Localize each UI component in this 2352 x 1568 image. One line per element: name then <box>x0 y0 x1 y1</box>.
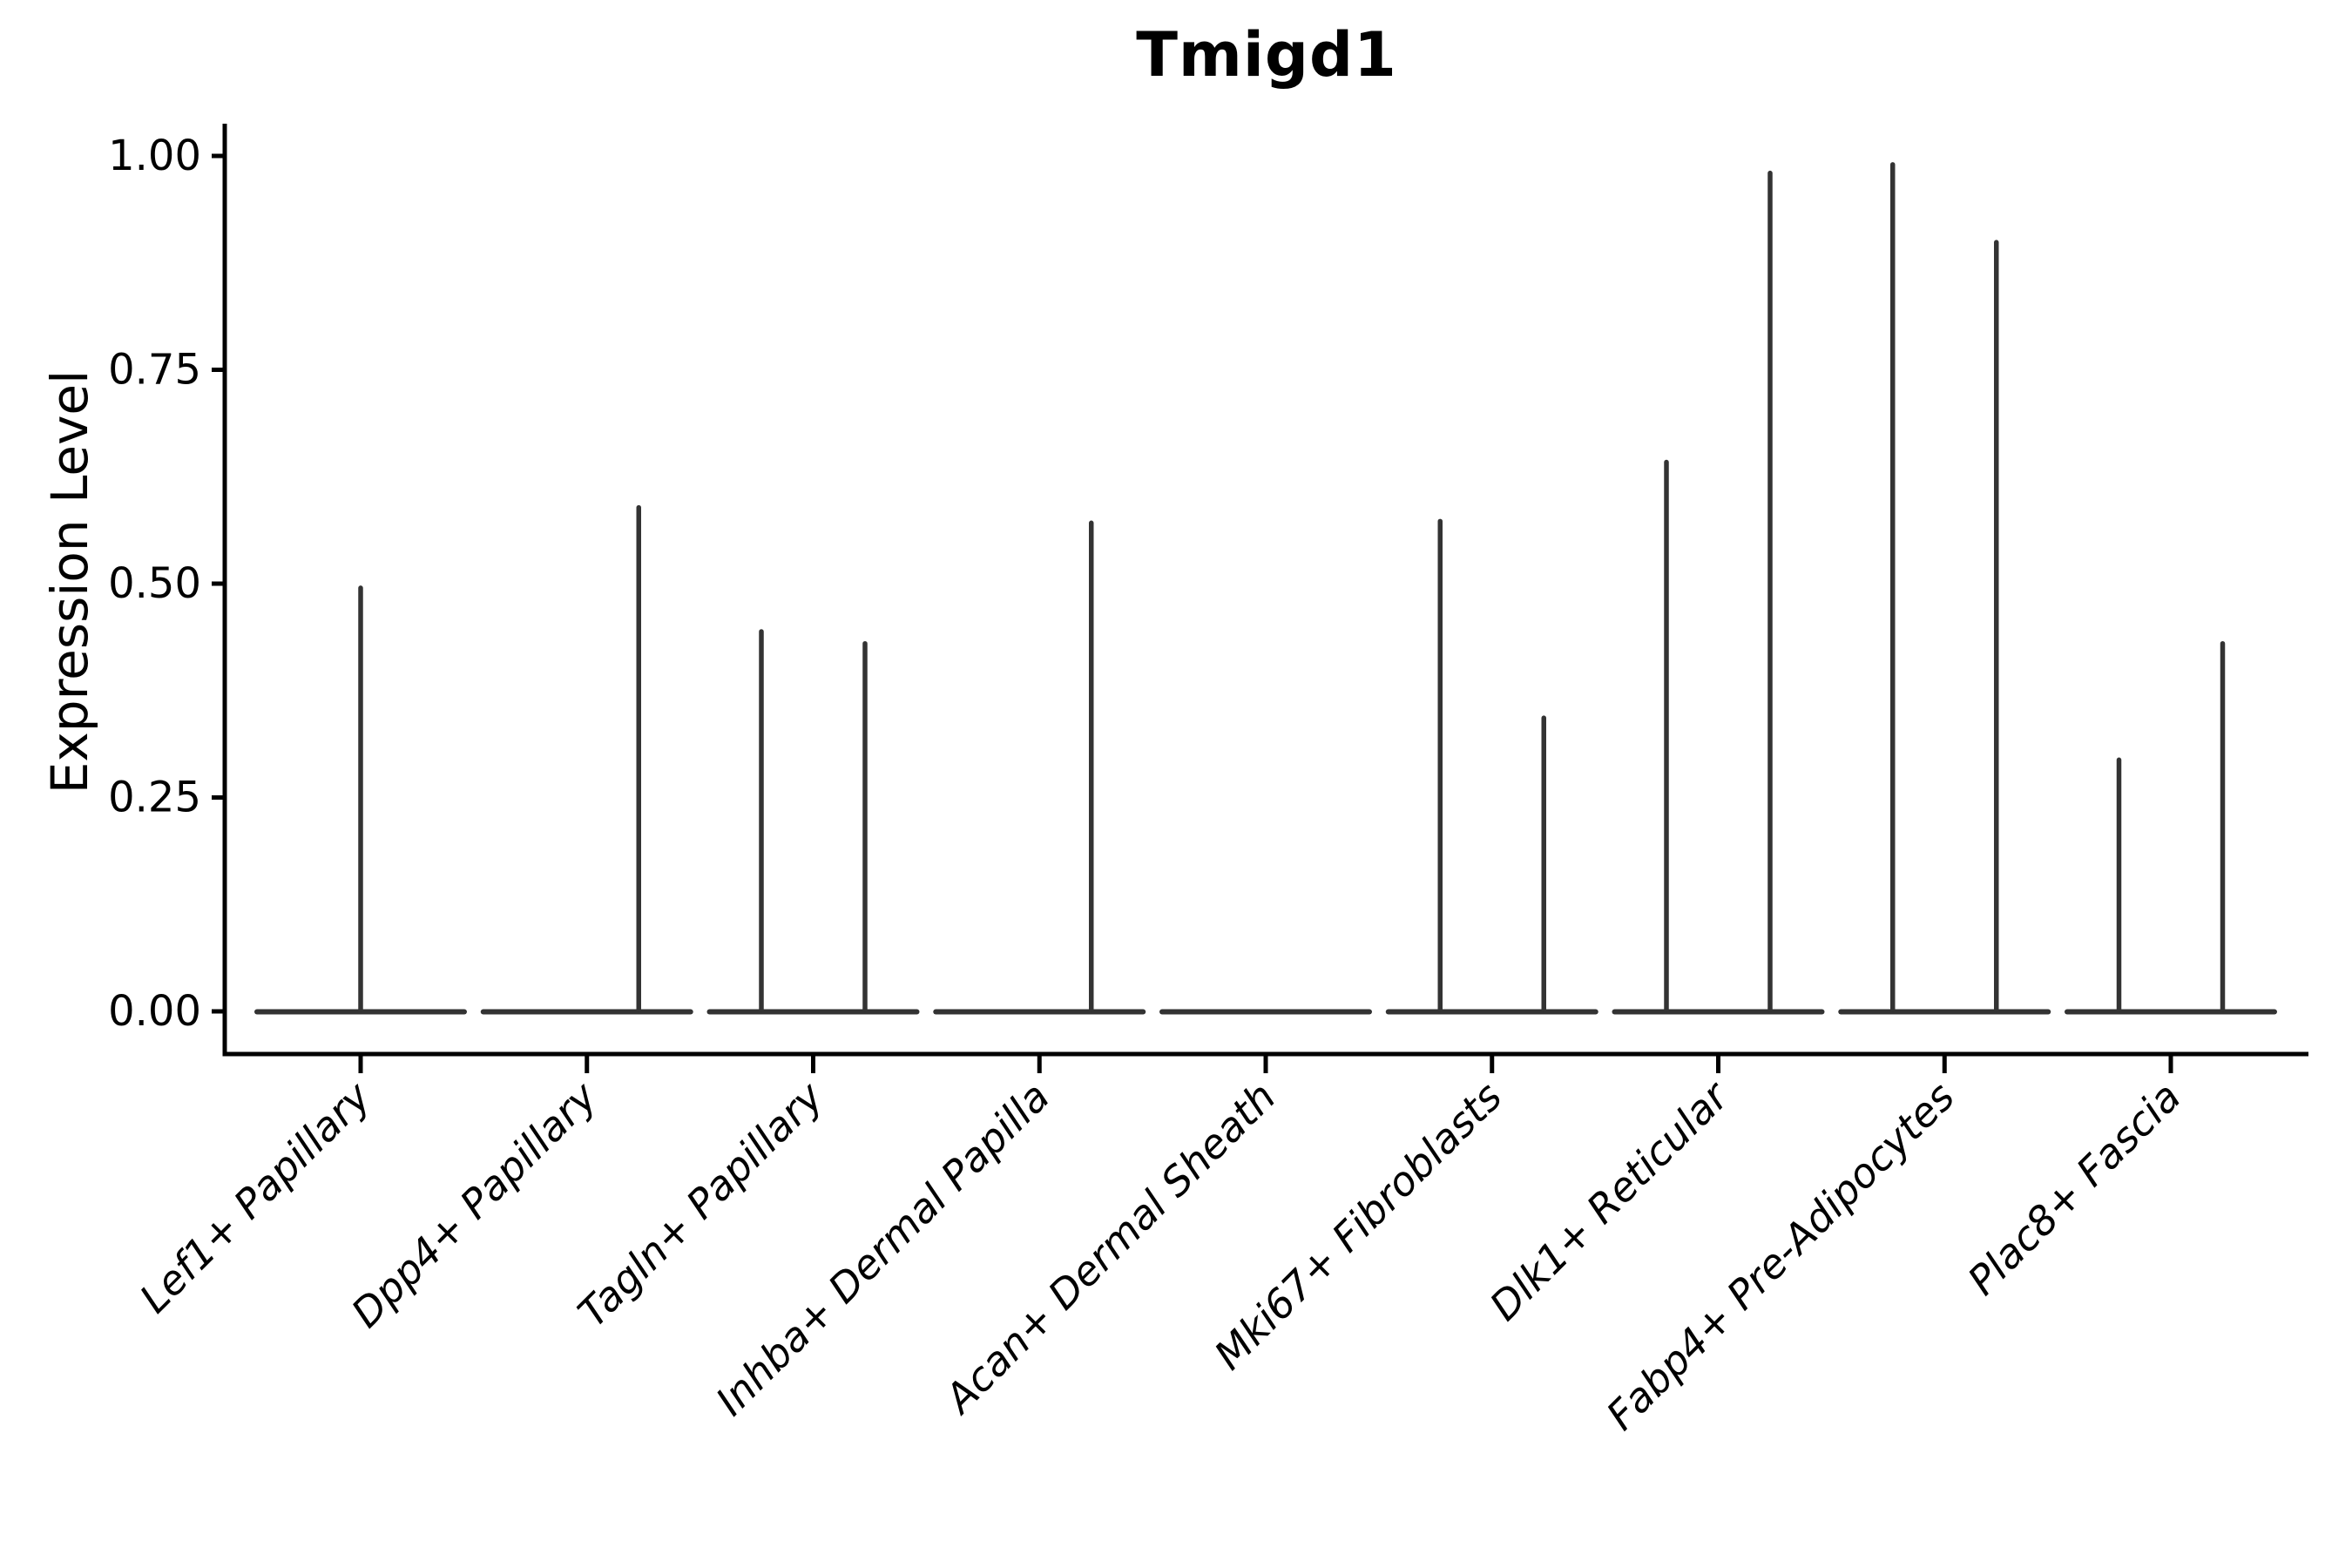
violin <box>2065 640 2277 1015</box>
y-tick-label: 0.50 <box>108 559 201 608</box>
violin <box>933 520 1146 1015</box>
axes: 0.00 0.25 0.50 0.75 1.00 Lef1+ PapillaryDpp4+… <box>108 124 2308 1439</box>
x-tick-label: Tagln+ Papillary <box>569 1072 833 1336</box>
y-tick-label: 0.00 <box>108 987 201 1036</box>
y-tick-label: 1.00 <box>108 132 201 180</box>
x-tick-label: Plac8+ Fascia <box>1958 1073 2189 1304</box>
violin <box>1838 162 2051 1015</box>
y-tick-label: 0.75 <box>108 346 201 395</box>
x-tick-label: Lef1+ Papillary <box>131 1072 380 1321</box>
x-tick-label: Dlk1+ Reticular <box>1481 1071 1740 1329</box>
y-tick-label: 0.25 <box>108 774 201 822</box>
violin <box>254 585 467 1015</box>
violin <box>706 629 920 1015</box>
violins <box>254 162 2277 1015</box>
violin <box>480 504 693 1015</box>
violin <box>1385 518 1598 1015</box>
plot-title: Tmigd1 <box>1136 19 1397 91</box>
x-tick-label: Dpp4+ Papillary <box>342 1072 606 1336</box>
violin <box>1612 170 1825 1015</box>
